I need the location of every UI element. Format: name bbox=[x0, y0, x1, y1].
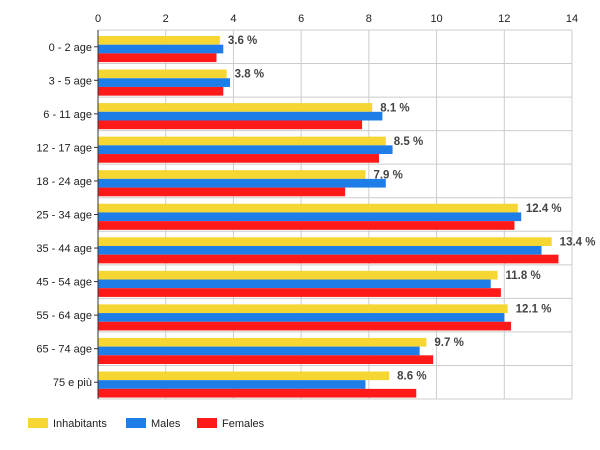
data-label: 8.1 % bbox=[380, 102, 409, 114]
axes bbox=[94, 30, 99, 399]
bar-females-0 bbox=[98, 53, 217, 63]
category-label: 55 - 64 age bbox=[36, 310, 92, 322]
bar-inhabitants-7 bbox=[98, 270, 498, 280]
bar-inhabitants-5 bbox=[98, 203, 518, 213]
legend-swatch-inhabitants bbox=[28, 418, 48, 428]
category-label: 35 - 44 age bbox=[36, 243, 92, 255]
bar-inhabitants-10 bbox=[98, 371, 390, 381]
bar-males-9 bbox=[98, 346, 420, 356]
bar-females-8 bbox=[98, 321, 512, 331]
grid-lines bbox=[97, 29, 573, 400]
x-tick-label: 12 bbox=[498, 13, 510, 25]
data-label: 9.7 % bbox=[434, 337, 463, 349]
bar-females-5 bbox=[98, 221, 515, 230]
category-label: 25 - 34 age bbox=[36, 210, 92, 222]
bar-males-10 bbox=[98, 380, 366, 389]
legend: Inhabitants Males Females bbox=[28, 418, 265, 430]
x-tick-label: 0 bbox=[95, 13, 101, 25]
bar-males-4 bbox=[98, 178, 386, 188]
x-tick-label: 8 bbox=[366, 13, 372, 25]
bar-females-1 bbox=[98, 86, 224, 96]
bar-males-8 bbox=[98, 313, 505, 322]
data-labels: 3.6 % 3.8 % 8.1 % 8.5 % 7.9 % 12.4 % 13.4 % 11.… bbox=[228, 35, 596, 382]
bar-inhabitants-6 bbox=[98, 237, 552, 246]
category-label: 45 - 54 age bbox=[36, 277, 92, 289]
bar-females-6 bbox=[98, 254, 559, 264]
bar-inhabitants-1 bbox=[98, 69, 227, 79]
bar-males-1 bbox=[98, 78, 231, 87]
bar-males-0 bbox=[98, 44, 224, 54]
data-label: 3.8 % bbox=[235, 69, 264, 81]
category-label: 75 e più bbox=[53, 377, 92, 389]
legend-swatch-females bbox=[197, 418, 217, 428]
legend-swatch-males bbox=[126, 418, 146, 428]
bar-males-5 bbox=[98, 212, 522, 222]
data-label: 12.4 % bbox=[526, 203, 562, 215]
data-label: 3.6 % bbox=[228, 35, 257, 47]
x-tick-label: 6 bbox=[298, 13, 304, 25]
category-labels: 0 - 2 age 3 - 5 age 6 - 11 age 12 - 17 age 1… bbox=[36, 42, 92, 389]
bar-males-2 bbox=[98, 111, 383, 121]
data-label: 13.4 % bbox=[560, 236, 596, 248]
x-tick-label: 14 bbox=[566, 13, 578, 25]
bar-inhabitants-0 bbox=[98, 36, 220, 45]
bar-inhabitants-8 bbox=[98, 304, 508, 314]
bar-inhabitants-9 bbox=[98, 337, 427, 347]
category-label: 6 - 11 age bbox=[43, 109, 92, 121]
data-label: 12.1 % bbox=[516, 304, 552, 316]
bar-males-7 bbox=[98, 279, 491, 289]
category-label: 0 - 2 age bbox=[49, 42, 92, 54]
category-label: 12 - 17 age bbox=[36, 142, 92, 154]
data-label: 11.8 % bbox=[506, 270, 541, 282]
bar-males-6 bbox=[98, 245, 542, 255]
bar-females-3 bbox=[98, 154, 380, 163]
bar-males-3 bbox=[98, 145, 393, 155]
bar-inhabitants-2 bbox=[98, 103, 373, 112]
data-label: 8.6 % bbox=[397, 371, 426, 383]
bar-inhabitants-4 bbox=[98, 170, 366, 179]
legend-label-females: Females bbox=[222, 418, 265, 430]
category-label: 18 - 24 age bbox=[36, 176, 92, 188]
legend-label-males: Males bbox=[151, 418, 181, 430]
bar-females-9 bbox=[98, 355, 434, 365]
bar-inhabitants-3 bbox=[98, 136, 386, 146]
x-tick-labels: 0 2 4 6 8 10 12 14 bbox=[95, 13, 578, 25]
bars bbox=[98, 36, 559, 398]
data-label: 7.9 % bbox=[373, 169, 402, 181]
bar-females-10 bbox=[98, 388, 417, 398]
x-tick-label: 10 bbox=[430, 13, 442, 25]
legend-label-inhabitants: Inhabitants bbox=[53, 418, 107, 430]
bar-females-7 bbox=[98, 288, 501, 297]
x-tick-label: 2 bbox=[163, 13, 169, 25]
x-tick-label: 4 bbox=[230, 13, 236, 25]
data-label: 8.5 % bbox=[394, 136, 423, 148]
category-label: 3 - 5 age bbox=[49, 75, 92, 87]
bar-females-4 bbox=[98, 187, 346, 197]
bar-females-2 bbox=[98, 120, 363, 130]
category-label: 65 - 74 age bbox=[36, 344, 92, 356]
